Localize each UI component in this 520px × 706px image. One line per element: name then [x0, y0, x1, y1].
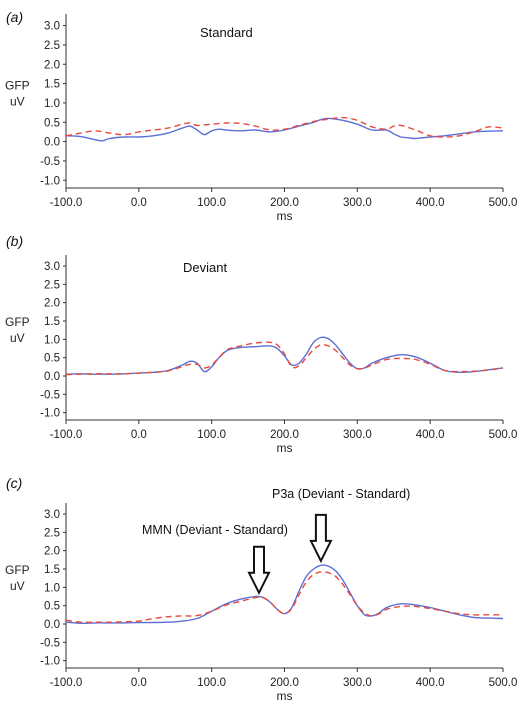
chart-panel: (a) Standard 3.0 2.5 2.0 1.5 1.0 0.5 0.0 -0.5 -1.0… — [5, 9, 517, 223]
x-tick-label: 100.0 — [197, 197, 226, 209]
y-axis-label: GFP — [5, 563, 30, 577]
x-tick-label: 500.0 — [489, 197, 518, 209]
y-tick-label: 0.0 — [44, 371, 60, 383]
series-line-dashed — [65, 571, 503, 624]
y-tick-label: 2.5 — [44, 279, 60, 291]
y-axis-label: GFP — [5, 315, 30, 329]
down-arrow-icon — [309, 513, 333, 564]
y-tick-label: 3.0 — [44, 21, 60, 33]
x-tick-label: 200.0 — [270, 677, 299, 689]
y-axis-unit: uV — [10, 579, 25, 593]
y-tick-label: 0.0 — [44, 137, 60, 149]
y-tick-label: -0.5 — [40, 637, 60, 649]
panel-label: (c) — [6, 475, 22, 491]
x-tick-label: 400.0 — [416, 429, 445, 441]
y-tick-label: 3.0 — [44, 261, 60, 273]
x-tick-label: -100.0 — [50, 429, 83, 441]
x-tick-label: 200.0 — [270, 429, 299, 441]
series-line-solid — [65, 336, 504, 375]
panel-label: (a) — [6, 9, 23, 25]
y-tick-label: 1.5 — [44, 316, 60, 328]
y-tick-label: 0.5 — [44, 601, 60, 613]
x-tick-label: 100.0 — [197, 677, 226, 689]
x-tick-label: 100.0 — [197, 429, 226, 441]
chart-panel: (c) 3.0 2.5 2.0 1.5 1.0 0.5 0.0 -0.5 -1.0 -100.0 0.… — [5, 475, 517, 703]
y-tick-label: 1.5 — [44, 79, 60, 91]
y-tick-label: 2.5 — [44, 527, 60, 539]
y-axis-label: GFP — [5, 78, 30, 92]
x-tick-label: 500.0 — [489, 429, 518, 441]
y-tick-label: 1.0 — [44, 334, 60, 346]
y-tick-label: 2.0 — [44, 298, 60, 310]
y-tick-label: 1.0 — [44, 98, 60, 110]
x-axis-label: ms — [277, 689, 293, 703]
x-tick-label: 400.0 — [416, 677, 445, 689]
y-tick-label: -0.5 — [40, 156, 60, 168]
series-line-dashed — [65, 116, 504, 138]
y-tick-label: 2.0 — [44, 546, 60, 558]
y-tick-label: -1.0 — [40, 656, 60, 668]
x-tick-label: 200.0 — [270, 197, 299, 209]
x-tick-label: 500.0 — [489, 677, 518, 689]
down-arrow-icon — [247, 545, 271, 596]
x-axis-label: ms — [277, 209, 293, 223]
x-axis-label: ms — [277, 441, 293, 455]
annotation-label: P3a (Deviant - Standard) — [272, 487, 410, 501]
x-tick-label: 300.0 — [343, 429, 372, 441]
x-tick-label: -100.0 — [50, 197, 83, 209]
y-tick-label: 2.0 — [44, 59, 60, 71]
annotation-label: MMN (Deviant - Standard) — [142, 523, 288, 537]
y-axis-unit: uV — [10, 331, 25, 345]
series-line-solid — [65, 117, 504, 142]
y-tick-label: 1.0 — [44, 582, 60, 594]
x-tick-label: 0.0 — [131, 677, 147, 689]
chart-title: Deviant — [183, 260, 227, 275]
x-tick-label: 300.0 — [343, 677, 372, 689]
series-line-solid — [65, 564, 504, 625]
y-tick-label: 1.5 — [44, 564, 60, 576]
x-tick-label: -100.0 — [50, 677, 83, 689]
y-tick-label: 2.5 — [44, 40, 60, 52]
y-tick-label: 0.5 — [44, 353, 60, 365]
x-tick-label: 300.0 — [343, 197, 372, 209]
y-tick-label: 0.0 — [44, 619, 60, 631]
y-tick-label: -1.0 — [40, 175, 60, 187]
x-tick-label: 0.0 — [131, 197, 147, 209]
y-tick-label: 3.0 — [44, 509, 60, 521]
series-line-dashed — [65, 341, 504, 376]
x-tick-label: 0.0 — [131, 429, 147, 441]
y-tick-label: -1.0 — [40, 408, 60, 420]
y-axis-unit: uV — [10, 94, 25, 108]
panel-label: (b) — [6, 233, 23, 249]
chart-title: Standard — [200, 25, 253, 40]
y-tick-label: 0.5 — [44, 117, 60, 129]
y-tick-label: -0.5 — [40, 389, 60, 401]
chart-panel: (b) Deviant 3.0 2.5 2.0 1.5 1.0 0.5 0.0 -0.5 -1.0 -… — [5, 233, 517, 455]
x-tick-label: 400.0 — [416, 197, 445, 209]
